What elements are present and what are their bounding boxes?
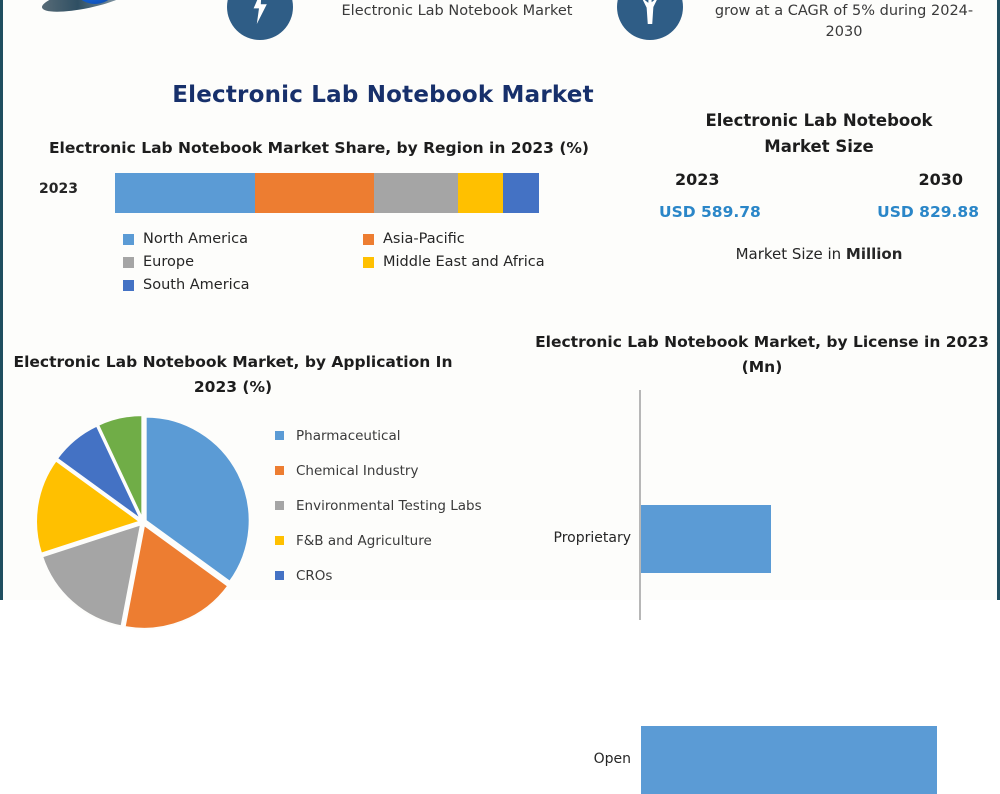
region-legend-item-south-america: South America	[123, 277, 363, 293]
pie-slice-cros	[55, 424, 142, 521]
legend-swatch-icon	[123, 256, 134, 268]
market-size-footer-unit: Million	[845, 245, 903, 263]
region-legend-label: Asia-Pacific	[383, 231, 465, 247]
market-size-footer: Market Size in Million	[651, 245, 987, 263]
region-segment-europe	[373, 173, 459, 213]
market-size-value-start: USD 589.78	[659, 203, 761, 221]
application-legend-label: Pharmaceutical	[296, 427, 401, 444]
logo-globe-icon	[71, 0, 119, 4]
license-bar-open	[641, 726, 937, 794]
license-panel: Electronic Lab Notebook Market, by Licen…	[531, 330, 993, 794]
region-stacked-bar-chart: 2023	[19, 171, 619, 217]
region-segment-south-america	[502, 173, 539, 213]
region-legend-label: North America	[143, 231, 248, 247]
legend-swatch-icon	[275, 571, 284, 580]
market-size-title-line1: Electronic Lab Notebook	[705, 111, 933, 130]
market-size-year-end: 2030	[918, 170, 963, 189]
market-size-title-line2: Market Size	[764, 137, 874, 156]
application-chart-title: Electronic Lab Notebook Market, by Appli…	[13, 353, 453, 396]
license-chart-title: Electronic Lab Notebook Market, by Licen…	[535, 333, 989, 376]
region-stack	[115, 173, 539, 213]
region-legend-item-north-america: North America	[123, 231, 363, 247]
application-legend-label: CROs	[296, 567, 333, 584]
license-label-proprietary: Proprietary	[553, 530, 631, 546]
market-size-value-end: USD 829.88	[877, 203, 979, 221]
legend-swatch-icon	[363, 256, 374, 268]
region-legend-item-asia-pacific: Asia-Pacific	[363, 231, 603, 247]
pie-svg	[35, 414, 251, 630]
region-segment-middle-east-and-africa	[458, 173, 503, 213]
lightning-bolt-icon	[227, 0, 293, 40]
region-segment-north-america	[115, 173, 255, 213]
region-axis-label: 2023	[39, 181, 78, 197]
growth-arrow-icon	[617, 0, 683, 40]
application-share-panel: Electronic Lab Notebook Market, by Appli…	[13, 350, 533, 636]
legend-swatch-icon	[363, 233, 374, 245]
pie-slice-pharmaceutical	[144, 415, 251, 584]
region-segment-asia-pacific	[254, 173, 374, 213]
application-legend: Pharmaceutical Chemical Industry Environme…	[275, 418, 533, 593]
header-left-caption: Accounted largest share in the Electroni…	[341, 3, 573, 19]
pie-slice-f-b-and-agriculture	[35, 459, 143, 555]
application-legend-item-environmental-testing-labs: Environmental Testing Labs	[275, 488, 533, 523]
application-legend-item-cros: CROs	[275, 558, 533, 593]
region-legend-spacer	[363, 277, 603, 293]
application-legend-label: Chemical Industry	[296, 462, 419, 479]
pie-slice-others	[96, 414, 144, 520]
legend-swatch-icon	[123, 233, 134, 245]
application-legend-item-f-b-and-agriculture: F&B and Agriculture	[275, 523, 533, 558]
market-size-year-start: 2023	[675, 170, 720, 189]
market-size-footer-prefix: Market Size in	[735, 245, 846, 263]
header-band: MMR Accounted largest share in the Elect…	[3, 0, 1000, 62]
region-share-panel: Electronic Lab Notebook Market Share, by…	[19, 136, 619, 300]
legend-swatch-icon	[123, 279, 134, 291]
license-axis	[639, 390, 641, 620]
growth-arrow-glyph	[641, 0, 659, 24]
license-bar-chart: Proprietary Open	[531, 390, 993, 794]
license-label-open: Open	[593, 751, 631, 767]
application-legend-label: F&B and Agriculture	[296, 532, 432, 549]
mmr-logo: MMR	[31, 0, 221, 20]
application-legend-item-pharmaceutical: Pharmaceutical	[275, 418, 533, 453]
application-legend-label: Environmental Testing Labs	[296, 497, 482, 514]
region-legend-label: South America	[143, 277, 250, 293]
lightning-bolt-glyph	[253, 0, 267, 24]
legend-swatch-icon	[275, 431, 284, 440]
page-title: Electronic Lab Notebook Market	[172, 82, 594, 108]
region-legend-item-middle-east-and-africa: Middle East and Africa	[363, 254, 603, 270]
region-legend-label: Middle East and Africa	[383, 254, 545, 270]
license-bar-proprietary	[641, 505, 772, 573]
legend-swatch-icon	[275, 536, 284, 545]
header-right-caption: Electronic Lab Notebook Market to grow a…	[714, 3, 974, 40]
region-legend-label: Europe	[143, 254, 194, 270]
market-size-panel: Electronic Lab Notebook Market Size 2023…	[651, 108, 987, 263]
application-pie-chart: Pharmaceutical Chemical Industry Environme…	[13, 406, 533, 636]
application-legend-item-chemical-industry: Chemical Industry	[275, 453, 533, 488]
region-chart-title: Electronic Lab Notebook Market Share, by…	[48, 139, 590, 157]
legend-swatch-icon	[275, 466, 284, 475]
region-legend-item-europe: Europe	[123, 254, 363, 270]
region-legend: North America Asia-Pacific Europe Middle Ea…	[123, 231, 603, 293]
legend-swatch-icon	[275, 501, 284, 510]
